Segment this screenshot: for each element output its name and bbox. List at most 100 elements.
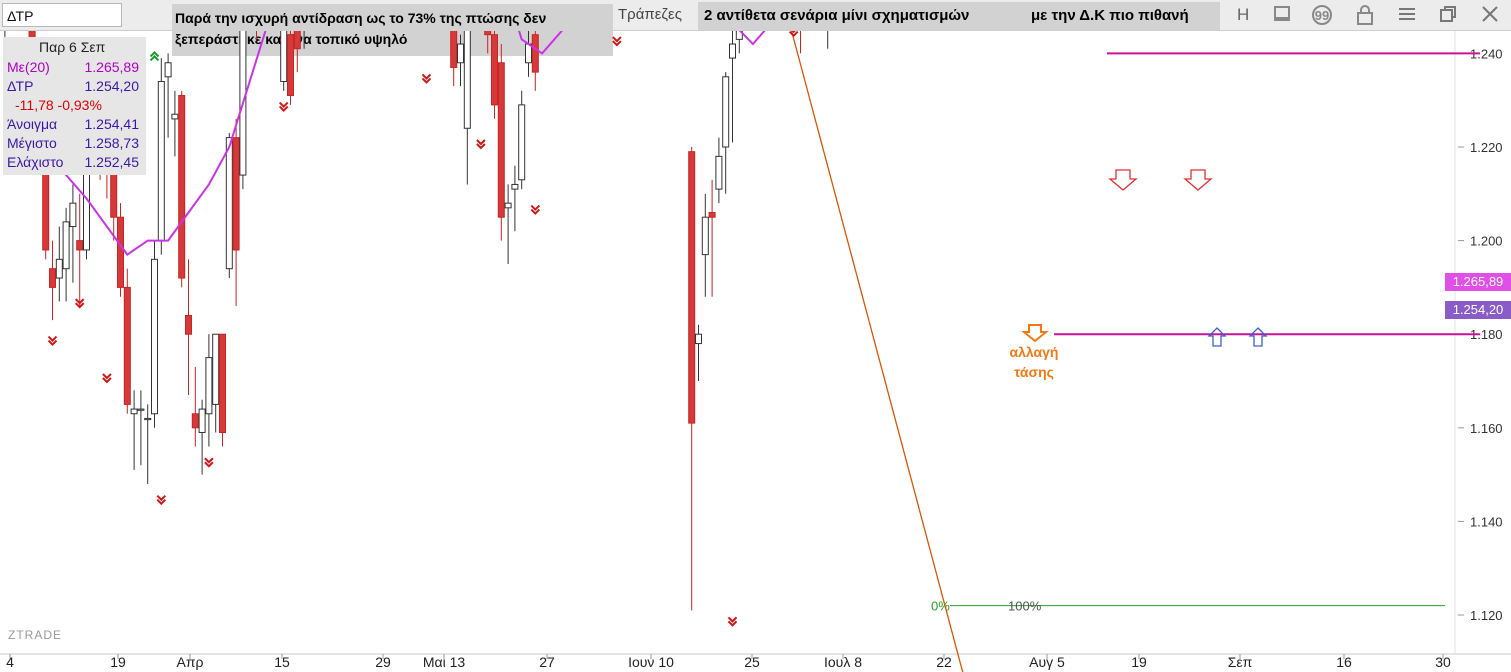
watermark: ZTRADE xyxy=(8,628,62,642)
candle xyxy=(531,31,539,91)
info-panel: Παρ 6 Σεπ Με(20) 1.265,89 ΔΤΡ 1.254,20 -11… xyxy=(3,37,146,175)
x-tick-label: 19 xyxy=(110,654,126,670)
candle xyxy=(708,179,716,297)
candle-body-up xyxy=(722,76,730,148)
x-tick-label: 25 xyxy=(744,654,760,670)
candle xyxy=(130,390,138,470)
fib-0-label: 0% xyxy=(931,599,950,614)
h-label[interactable]: H xyxy=(1237,5,1250,24)
sell-signal-icon xyxy=(421,73,432,84)
candle-body-down xyxy=(185,314,192,335)
candle-body-up xyxy=(735,31,743,40)
candle-body-down xyxy=(123,286,131,405)
candle xyxy=(504,184,512,264)
sector-label: Τράπεζες xyxy=(618,6,682,23)
scenarios-title: 2 αντίθετα σενάρια μίνι σχηματισμών xyxy=(698,2,1026,30)
candle-body-down xyxy=(287,34,294,97)
candle xyxy=(225,132,233,279)
candle-body-up xyxy=(225,137,233,270)
sell-signal-icon xyxy=(788,31,799,38)
sell-signal-icon xyxy=(727,616,738,627)
candle xyxy=(205,334,213,447)
sell-signal-icon xyxy=(278,101,289,112)
candle-body-up xyxy=(205,357,213,415)
candle xyxy=(171,90,179,157)
candle xyxy=(151,240,158,428)
sell-signal-icon xyxy=(612,36,622,47)
top-toolbar: ΔΤΡ Τράπεζες 2 αντίθετα σενάρια μίνι σχη… xyxy=(0,0,1511,31)
info-row-high: Μέγιστο 1.258,73 xyxy=(7,135,139,151)
y-tick-label: 1.160 xyxy=(1470,421,1503,436)
candle xyxy=(715,137,723,204)
candle xyxy=(157,58,165,255)
candle xyxy=(137,390,145,466)
x-tick-label: 30 xyxy=(1435,654,1451,670)
trend-change-label-1: αλλαγή xyxy=(1010,344,1059,360)
candle-body-up xyxy=(715,155,723,190)
x-tick-label: 16 xyxy=(1336,654,1352,670)
info-date: Παρ 6 Σεπ xyxy=(39,39,106,55)
candle-body-down xyxy=(484,31,492,36)
resistance-arrow-icon xyxy=(1108,169,1138,191)
support-arrow-icon xyxy=(1248,327,1268,347)
candle-body-up xyxy=(518,104,526,181)
restore-icon[interactable] xyxy=(1438,4,1458,30)
ma20-line xyxy=(3,31,766,257)
menu-icon[interactable] xyxy=(1397,4,1417,30)
candle-body-up xyxy=(525,43,532,64)
x-tick-label: Μαι 13 xyxy=(423,654,466,670)
candle xyxy=(69,184,77,283)
window-icon[interactable] xyxy=(1272,4,1292,30)
info-row-open: Άνοιγμα 1.254,41 xyxy=(7,116,139,132)
candle xyxy=(722,72,730,194)
sell-signal-icon xyxy=(204,457,214,468)
candle-body-down xyxy=(76,240,84,251)
candle-body-up xyxy=(280,31,288,82)
candle xyxy=(827,31,829,49)
candle xyxy=(232,118,240,307)
sell-signal-icon xyxy=(530,204,541,215)
candle-body-down xyxy=(49,268,56,288)
candle xyxy=(497,44,505,241)
trend-change-arrow-icon xyxy=(1021,324,1049,343)
y-tick-label: 1.220 xyxy=(1470,140,1503,155)
y-tick-label: 1.200 xyxy=(1470,234,1503,249)
candle xyxy=(287,31,294,105)
close-icon[interactable] xyxy=(1480,4,1500,30)
price-chart[interactable]: 1.1201.1401.1601.1801.2001.2201.2401.260… xyxy=(0,31,1511,672)
x-tick-label: 15 xyxy=(274,654,290,670)
candle xyxy=(219,333,226,447)
symbol-field[interactable]: ΔΤΡ xyxy=(2,3,122,27)
trend-change-label-2: τάσης xyxy=(1014,364,1054,380)
y-tick-label: 1.240 xyxy=(1470,46,1503,61)
candle xyxy=(800,31,801,54)
info-row-ma: Με(20) 1.265,89 xyxy=(7,59,139,75)
quote-icon[interactable]: 99 xyxy=(1311,4,1333,32)
sell-signal-icon xyxy=(476,139,486,150)
candle-body-up xyxy=(62,221,70,270)
candle-body-up xyxy=(457,43,464,64)
info-row-low: Ελάχιστο 1.252,45 xyxy=(7,154,139,170)
sell-signal-icon xyxy=(156,494,167,506)
candle-body-up xyxy=(729,43,736,59)
candle-body-down xyxy=(232,137,240,251)
candle-body-up xyxy=(55,258,63,279)
candle xyxy=(491,31,498,119)
x-tick-label: 19 xyxy=(1131,654,1147,670)
candle xyxy=(49,240,56,321)
candle-body-up xyxy=(212,333,220,405)
candle xyxy=(62,207,70,302)
info-row-symbol: ΔΤΡ 1.254,20 xyxy=(7,78,139,94)
candle-body-up xyxy=(171,113,179,120)
resistance-arrow-icon xyxy=(1183,169,1213,191)
candle-body-down xyxy=(293,31,301,50)
y-tick-label: 1.120 xyxy=(1470,608,1503,623)
fib-bottom-right-label: 100% xyxy=(1008,599,1042,614)
candle-body-up xyxy=(511,183,519,190)
candle-body-down xyxy=(708,212,716,218)
candle xyxy=(303,31,305,49)
info-row-change: -11,78 -0,93% xyxy=(15,97,102,113)
candle xyxy=(191,366,199,447)
candle xyxy=(144,404,152,484)
lock-icon[interactable] xyxy=(1355,4,1375,32)
